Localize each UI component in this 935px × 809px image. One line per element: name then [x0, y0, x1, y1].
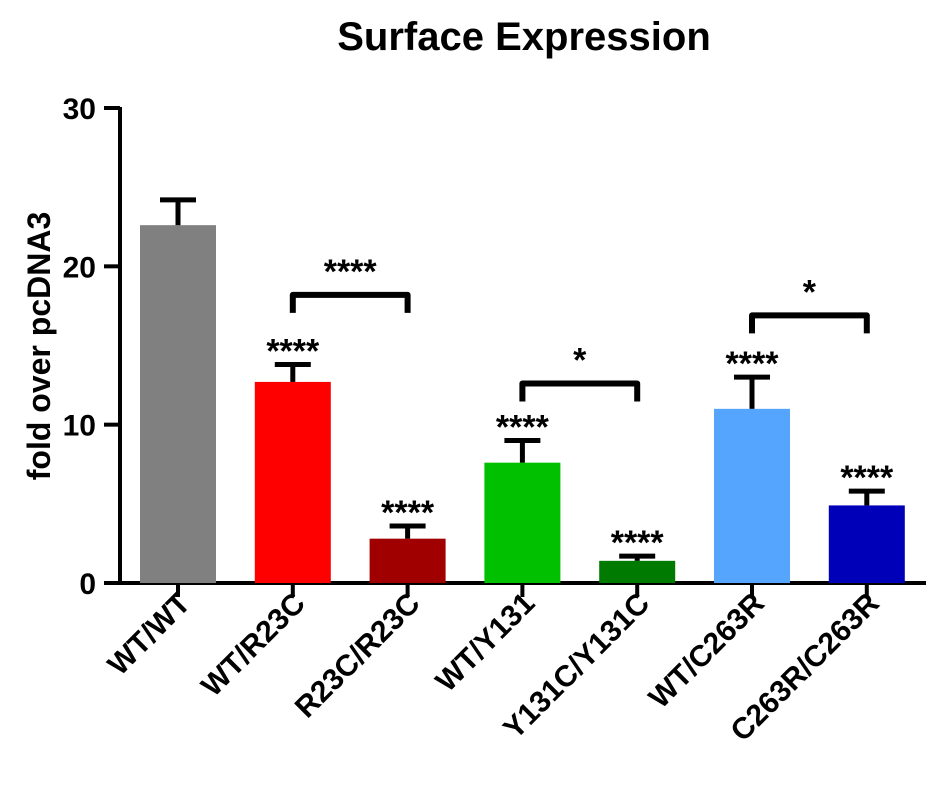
- significance-label: ****: [381, 494, 435, 532]
- comparison-bracket: [289, 291, 411, 313]
- bar-y131c-y131c: [599, 560, 676, 583]
- bar-wt-c263r: [714, 408, 790, 583]
- significance-label: ****: [726, 345, 780, 383]
- comparison-bracket: [519, 380, 641, 402]
- bar-wt-r23c: [254, 381, 331, 583]
- y-tick-label: 20: [63, 251, 96, 284]
- x-tick-label: WT/R23C: [195, 587, 311, 703]
- significance-label: ****: [496, 409, 550, 447]
- bracket-significance-label: ****: [324, 253, 378, 291]
- x-tick-label: WT/WT: [102, 587, 197, 682]
- y-tick-label: 10: [63, 410, 96, 443]
- bar-wt-y131: [484, 462, 561, 583]
- bar-r23c-r23c: [369, 538, 446, 583]
- x-tick-label: WT/Y131: [430, 587, 542, 699]
- y-tick-label: 0: [79, 568, 96, 601]
- significance-label: ****: [266, 333, 320, 371]
- bar-wt-wt: [140, 225, 216, 583]
- bracket-significance-label: *: [803, 273, 817, 311]
- chart-title: Surface Expression: [337, 15, 711, 59]
- y-tick-label: 30: [63, 93, 96, 126]
- significance-label: ****: [611, 524, 665, 562]
- x-tick-label: WT/C263R: [643, 586, 771, 714]
- bracket-significance-label: *: [573, 342, 587, 380]
- y-axis-label: fold over pcDNA3: [21, 212, 57, 480]
- x-tick-label: R23C/R23C: [289, 587, 427, 725]
- bar-c263r-c263r: [828, 505, 905, 583]
- comparison-bracket: [749, 312, 870, 334]
- significance-label: ****: [840, 459, 894, 497]
